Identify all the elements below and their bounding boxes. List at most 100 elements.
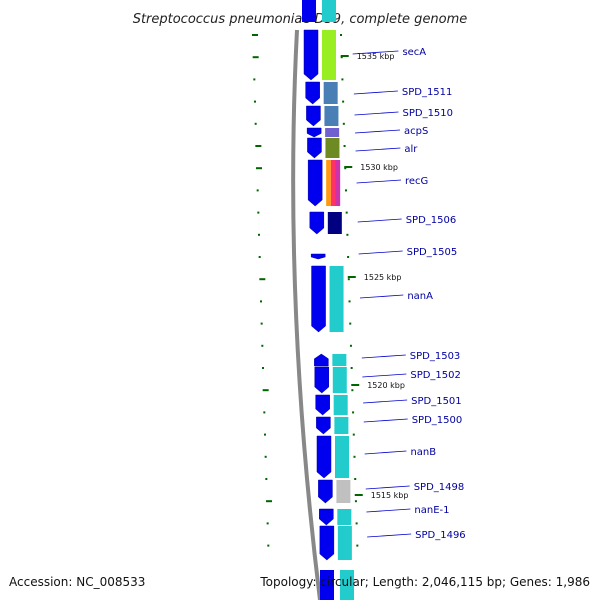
tick-mark: [340, 56, 343, 59]
gene-arrow: [319, 525, 335, 561]
gene-label: nanB: [410, 447, 436, 458]
tick-mark: [343, 145, 346, 147]
tick-mark: [341, 78, 344, 81]
gene-label: nanA: [407, 291, 433, 302]
gene-label: SPD_1505: [407, 247, 458, 258]
gene-arrow: [316, 435, 332, 479]
gene-arrow: [306, 127, 322, 138]
gene-arrow: [310, 253, 326, 260]
tick-mark: [263, 411, 266, 414]
gene-label: secA: [402, 47, 426, 58]
inner-scale-ticks: [340, 34, 359, 547]
kbp-label: 1520 kbp: [367, 381, 405, 390]
kbp-label: 1515 kbp: [371, 491, 409, 500]
cog-bar: [337, 526, 352, 560]
tick-mark: [265, 478, 268, 480]
tick-mark: [258, 256, 261, 258]
kbp-tick: [344, 166, 353, 168]
gene-arrow: [314, 366, 330, 394]
tick-mark: [348, 300, 351, 303]
gene-label: acpS: [404, 126, 428, 137]
tick-mark: [261, 344, 264, 347]
tick-mark: [350, 367, 353, 369]
gene-arrow: [303, 29, 319, 81]
tick-mark: [262, 389, 269, 392]
gene-leader-line: [364, 450, 407, 455]
gene-leader-line: [357, 218, 402, 223]
cog-bar: [323, 82, 338, 104]
tick-mark: [353, 455, 356, 458]
tick-mark: [257, 233, 260, 236]
tick-mark: [252, 56, 259, 59]
tick-mark: [355, 522, 358, 525]
cog-bar: [332, 367, 347, 393]
tick-mark: [344, 167, 347, 170]
tick-mark: [266, 522, 269, 525]
kbp-tick: [347, 276, 356, 278]
tick-mark: [257, 211, 260, 214]
tick-mark: [342, 122, 345, 125]
gene-arrow: [309, 211, 325, 235]
gene-label: SPD_1510: [402, 108, 453, 119]
tick-mark: [356, 544, 359, 547]
gene-leader-line: [361, 354, 406, 359]
kbp-tick: [340, 55, 349, 57]
tick-mark: [252, 34, 258, 36]
gene-leader-line: [356, 179, 402, 184]
gene-leader-line: [352, 50, 399, 55]
scale-ticks: [252, 34, 272, 547]
gene-track: [302, 0, 335, 600]
cog-bar: [334, 417, 349, 434]
tick-mark: [344, 189, 347, 192]
gene-leader-line: [355, 147, 401, 152]
gene-arrow: [302, 0, 316, 22]
gene-leader-line: [353, 90, 398, 95]
cog-bar: [335, 160, 341, 206]
gene-leader-line: [355, 129, 401, 134]
gene-leader-line: [365, 485, 410, 490]
tick-mark: [347, 278, 350, 281]
gene-label: SPD_1502: [410, 370, 461, 381]
gene-leader-line: [362, 373, 407, 378]
cog-bar: [336, 480, 351, 503]
kbp-tick: [354, 494, 363, 496]
tick-mark: [352, 411, 355, 414]
gene-arrow: [316, 416, 331, 435]
summary-text: Topology: circular; Length: 2,046,115 bp…: [259, 575, 590, 589]
tick-mark: [345, 211, 348, 214]
tick-mark: [265, 500, 272, 503]
cog-bar: [324, 106, 339, 126]
tick-mark: [349, 322, 352, 325]
gene-label: alr: [404, 144, 418, 155]
tick-mark: [340, 34, 342, 36]
tick-mark: [267, 544, 270, 547]
gene-label: nanE-1: [414, 505, 449, 516]
cog-bar: [333, 395, 348, 415]
gene-label: SPD_1501: [411, 396, 462, 407]
tick-mark: [255, 167, 262, 170]
tick-mark: [253, 78, 256, 81]
kbp-label: 1535 kbp: [357, 52, 395, 61]
tick-mark: [260, 322, 263, 325]
gene-label: SPD_1503: [410, 351, 461, 362]
cog-bar: [327, 212, 342, 234]
genome-backbone: [291, 29, 322, 600]
gene-arrow: [314, 353, 329, 367]
cog-bar: [340, 570, 354, 600]
map-title: Streptococcus pneumoniae D39, complete g…: [133, 12, 468, 27]
gene-arrow: [311, 265, 326, 333]
gene-arrow: [320, 570, 334, 600]
cog-bar: [322, 30, 336, 80]
cog-bar: [329, 266, 344, 332]
tick-mark: [254, 122, 257, 125]
accession-text: Accession: NC_008533: [9, 575, 145, 589]
gene-label: SPD_1496: [415, 530, 466, 541]
tick-mark: [264, 455, 267, 458]
gene-leader-line: [363, 418, 408, 423]
cog-bar: [332, 354, 347, 366]
gene-label: SPD_1511: [402, 87, 453, 98]
cog-bar: [322, 0, 336, 22]
kbp-markers: 1535 kbp 1530 kbp 1525 kbp 1520 kbp 1515 kbp: [340, 52, 409, 500]
tick-mark: [352, 433, 355, 436]
